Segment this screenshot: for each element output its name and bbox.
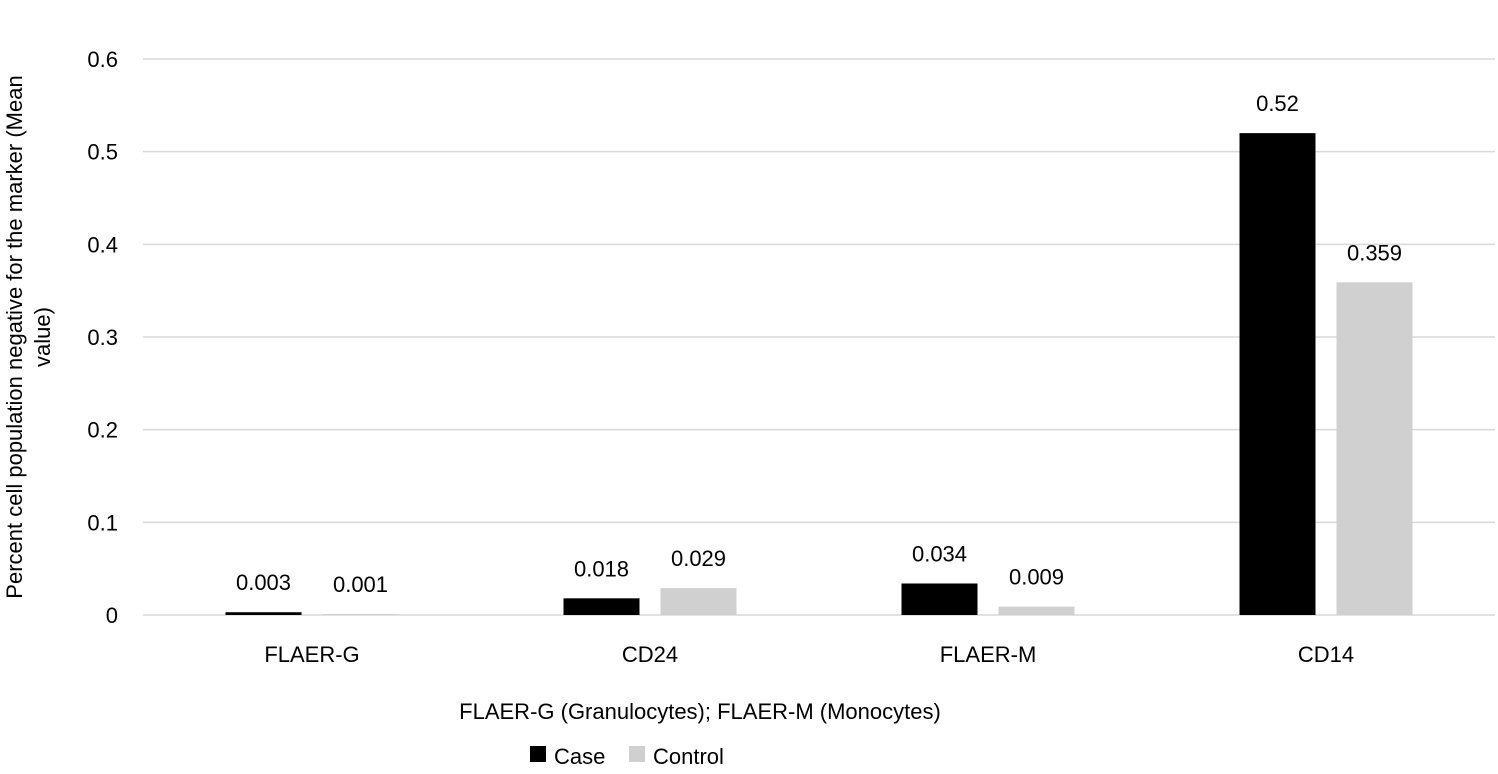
- x-tick-label: CD24: [622, 642, 678, 667]
- bar-case-cd24: [563, 598, 640, 615]
- x-axis-ticks: FLAER-G CD24 FLAER-M CD14: [264, 642, 1354, 667]
- legend-swatch-control: [629, 746, 645, 762]
- legend-swatch-case: [530, 746, 546, 762]
- legend-label-case: Case: [554, 744, 605, 769]
- y-tick-label: 0.6: [87, 47, 118, 72]
- x-tick-label: FLAER-G: [264, 642, 359, 667]
- x-axis-title: FLAER-G (Granulocytes); FLAER-M (Monocyt…: [459, 699, 941, 724]
- data-label: 0.001: [333, 572, 388, 597]
- bar-case-flaer-g: [225, 612, 302, 615]
- y-tick-label: 0.3: [87, 325, 118, 350]
- data-label: 0.359: [1347, 240, 1402, 265]
- y-tick-label: 0.4: [87, 232, 118, 257]
- bar-control-flaer-g: [322, 614, 399, 615]
- bar-control-cd24: [660, 588, 737, 615]
- data-label: 0.52: [1256, 91, 1299, 116]
- legend-label-control: Control: [653, 744, 724, 769]
- y-tick-label: 0: [106, 603, 118, 628]
- y-tick-label: 0.5: [87, 140, 118, 165]
- bars: [225, 133, 1413, 615]
- y-axis-ticks: 0 0.1 0.2 0.3 0.4 0.5 0.6: [87, 47, 118, 628]
- y-axis-title-line-2: value): [30, 307, 55, 367]
- x-tick-label: CD14: [1298, 642, 1354, 667]
- bar-case-cd14: [1239, 133, 1316, 615]
- y-tick-label: 0.2: [87, 418, 118, 443]
- x-tick-label: FLAER-M: [940, 642, 1037, 667]
- gridlines: [143, 58, 1495, 616]
- data-label: 0.034: [912, 541, 967, 566]
- legend: Case Control: [530, 744, 724, 769]
- bar-case-flaer-m: [901, 583, 978, 615]
- data-label: 0.003: [236, 570, 291, 595]
- y-axis-title-line-1: Percent cell population negative for the…: [2, 75, 27, 598]
- data-label: 0.018: [574, 556, 629, 581]
- bar-control-cd14: [1336, 282, 1413, 615]
- data-label: 0.009: [1009, 565, 1064, 590]
- data-label: 0.029: [671, 546, 726, 571]
- data-labels: 0.003 0.001 0.018 0.029 0.034 0.009 0.52 0.359: [236, 91, 1402, 597]
- bar-control-flaer-m: [998, 606, 1075, 615]
- y-tick-label: 0.1: [87, 510, 118, 535]
